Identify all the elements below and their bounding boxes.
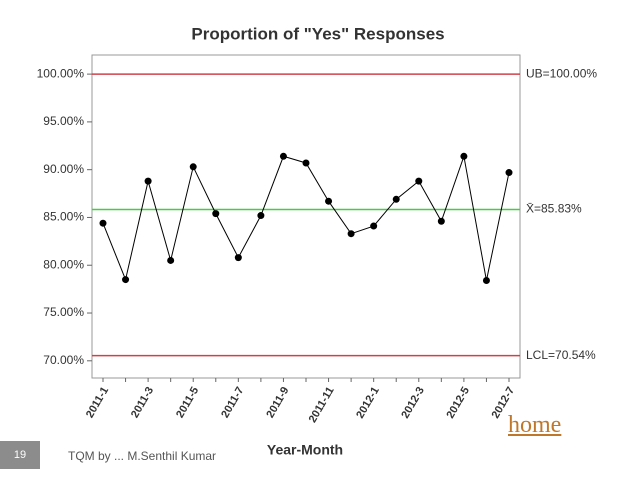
y-tick-label: 90.00%	[43, 162, 84, 176]
data-point	[325, 197, 333, 205]
x-tick-label: 2011-1	[84, 385, 111, 420]
x-tick-label: 2011-5	[174, 385, 201, 420]
x-tick-label: 2011-7	[219, 385, 246, 420]
data-point	[167, 256, 175, 264]
data-point	[212, 210, 220, 218]
x-tick-label: 2011-11	[307, 385, 337, 425]
y-tick-label: 85.00%	[43, 210, 84, 224]
reference-label: UB=100.00%	[526, 66, 597, 80]
data-point	[437, 217, 445, 225]
data-point	[415, 177, 423, 185]
chart-title: Proportion of "Yes" Responses	[191, 24, 444, 43]
y-tick-label: 75.00%	[43, 305, 84, 319]
data-point	[99, 219, 107, 227]
y-tick-label: 95.00%	[43, 114, 84, 128]
x-axis-label: Year-Month	[267, 442, 343, 458]
data-point	[460, 152, 468, 160]
data-point	[482, 277, 490, 285]
data-point	[122, 276, 130, 284]
data-point	[347, 230, 355, 238]
plot-frame	[91, 54, 521, 379]
x-tick-label: 2012-1	[354, 385, 382, 421]
page-number: 19	[0, 441, 40, 469]
data-point	[257, 212, 265, 220]
data-point	[370, 222, 378, 230]
data-point	[234, 254, 242, 262]
data-point	[189, 163, 197, 171]
data-point	[392, 195, 400, 203]
data-point	[279, 152, 287, 160]
x-tick-label: 2012-3	[399, 385, 427, 421]
y-tick-label: 80.00%	[43, 257, 84, 271]
y-tick-label: 70.00%	[43, 353, 84, 367]
data-point	[302, 159, 310, 167]
data-line	[102, 154, 510, 282]
data-point	[144, 177, 152, 185]
reference-label: LCL=70.54%	[526, 348, 596, 362]
home-link[interactable]: home	[508, 412, 562, 438]
footer-text: TQM by ... M.Senthil Kumar	[68, 449, 217, 463]
reference-label: X̄=85.83%	[526, 202, 582, 216]
x-tick-label: 2011-9	[264, 385, 291, 420]
data-point	[505, 169, 513, 177]
y-tick-label: 100.00%	[37, 66, 85, 80]
x-tick-label: 2011-3	[129, 385, 156, 420]
x-tick-label: 2012-5	[444, 385, 472, 421]
